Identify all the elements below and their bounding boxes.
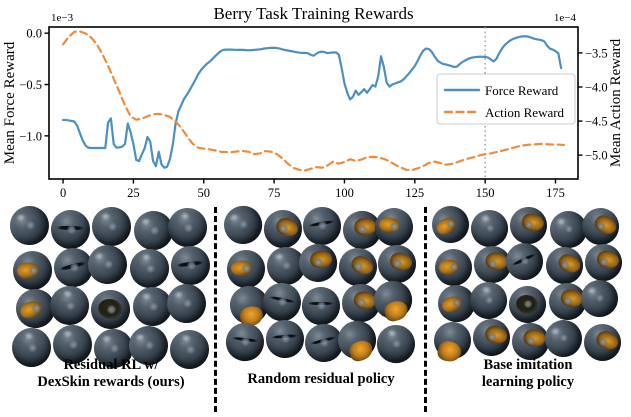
caption-line: Random residual policy [247,371,395,387]
photo-panel-residual-rl: Residual RL w/DexSkin rewards (ours) [4,200,214,417]
y-right-tick-label-3: −5.0 [585,149,608,163]
berry [225,248,267,289]
berry-grid [218,200,419,366]
berry [501,238,549,286]
x-tick-label-75: 75 [268,186,281,200]
berry [125,245,173,293]
series-line-action-reward [61,30,566,172]
y-right-axis-label: Mean Action Reward [608,38,624,167]
berry [299,284,343,328]
berry [162,280,211,328]
left-axis-offset-text: 1e−3 [51,12,74,24]
berry [294,238,342,286]
berry [218,200,267,249]
caption-line: DexSkin rewards (ours) [37,374,185,391]
berry [509,206,549,245]
berry [4,200,55,251]
chart-panel: Berry Task Training Rewards 1e−3 1e−4 0 25 50… [0,0,631,205]
berry [426,200,475,249]
x-axis-label: Training Episode [262,203,366,205]
panel-divider-1 [214,207,217,412]
berry [471,317,512,358]
panel-divider-2 [424,207,427,412]
berry [370,277,416,323]
berry-photo-random-residual [218,200,424,366]
berry [542,243,587,288]
chart-title: Berry Task Training Rewards [213,4,413,23]
berry [11,249,54,293]
x-tick-label-0: 0 [60,186,66,200]
berry [370,203,418,251]
berry [44,281,95,331]
photo-panel-base-imitation: Base imitation learning policy [426,200,628,417]
y-right-tick-label-1: −4.0 [585,80,608,94]
panel-caption-base-imitation: Base imitation learning policy [428,357,628,391]
berry-grid [4,200,213,373]
panel-caption-residual-rl: Residual RL w/DexSkin rewards (ours) [8,357,214,391]
x-tick-label-100: 100 [335,186,354,200]
legend-label-force-reward: Force Reward [485,83,559,98]
berry [91,206,133,247]
berry [378,244,417,283]
berry [584,243,623,282]
y-left-tick-label-2: −1.0 [19,129,42,143]
berry [257,278,306,326]
series-line-force-reward [61,35,563,169]
photo-panel-random-residual: Random residual policy [218,200,424,417]
x-tick-label-175: 175 [546,186,565,200]
berry [170,245,211,286]
training-rewards-chart: Berry Task Training Rewards 1e−3 1e−4 0 25 50… [2,4,624,205]
berry [465,277,513,325]
berry [468,207,512,250]
berry [163,203,212,252]
berry-grid [426,200,625,365]
panel-caption-random-residual: Random residual policy [218,371,424,388]
y-left-axis-label: Mean Force Reward [2,41,18,164]
berry [302,206,342,246]
berry [48,207,94,253]
caption-line: Base imitation [483,357,573,373]
x-tick-label-25: 25 [127,186,140,200]
caption-line: Residual RL w/ [63,357,159,373]
y-left-tick-label-1: −0.5 [19,78,42,92]
berry [374,321,419,366]
x-tick-label-150: 150 [476,186,495,200]
x-tick-label-50: 50 [198,186,211,200]
berry [332,315,381,364]
berry [433,247,474,288]
x-tick-label-125: 125 [405,186,424,200]
berry [577,203,624,250]
berry-photo-residual-rl [4,200,214,373]
legend-label-action-reward: Action Reward [485,105,565,120]
berry [539,314,587,362]
caption-line: learning policy [481,374,575,391]
berry [335,244,380,289]
berry [221,318,268,365]
right-axis-offset-text: 1e−4 [554,12,577,24]
berry-photo-base-imitation [426,200,628,365]
berry [576,276,622,322]
berry [83,240,133,290]
berry [260,207,304,251]
y-right-tick-label-2: −4.5 [585,115,608,129]
berry [264,318,305,359]
y-left-tick-label-0: 0.0 [26,27,42,41]
photo-comparison-row: Residual RL w/DexSkin rewards (ours) Rand… [0,200,631,417]
chart-legend: Force Reward Action Reward [436,73,576,125]
berry [506,283,550,327]
berry [88,287,134,333]
y-right-tick-label-0: −3.5 [585,46,608,60]
